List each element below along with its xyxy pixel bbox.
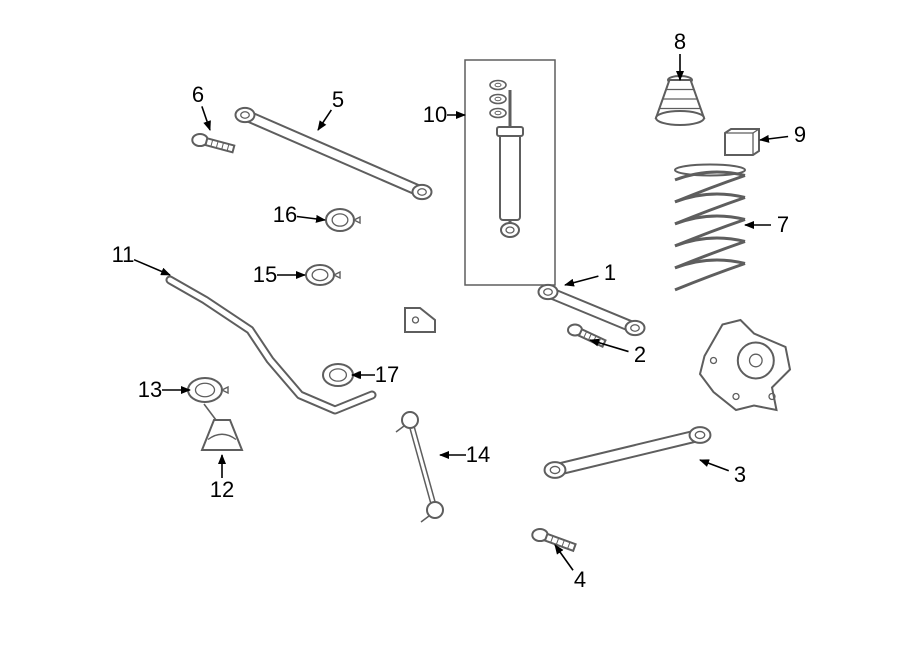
part-12-bracket <box>202 404 242 450</box>
callout-label-4: 4 <box>574 567 586 593</box>
callout-label-1: 1 <box>604 260 616 286</box>
part-carrier <box>700 320 790 410</box>
part-1-upper-arm <box>539 285 645 335</box>
callout-leader-1 <box>565 276 598 285</box>
callout-label-7: 7 <box>777 212 789 238</box>
part-5-lateral-rod <box>236 108 432 199</box>
part-6-bolt <box>192 134 234 152</box>
part-3-lower-arm <box>545 427 711 478</box>
callout-label-16: 16 <box>273 202 297 228</box>
callout-label-9: 9 <box>794 122 806 148</box>
parts-layer <box>170 60 790 551</box>
part-8-bumper <box>656 76 704 125</box>
callout-label-2: 2 <box>634 342 646 368</box>
callout-leader-16 <box>297 216 325 220</box>
part-16-bushing <box>326 209 360 231</box>
callout-label-10: 10 <box>423 102 447 128</box>
part-14-link <box>396 412 443 522</box>
callout-label-3: 3 <box>734 462 746 488</box>
callout-leader-5 <box>318 110 331 130</box>
callout-label-13: 13 <box>138 377 162 403</box>
callout-label-14: 14 <box>466 442 490 468</box>
part-4-bolt <box>532 529 575 551</box>
part-15-bushing <box>306 265 340 285</box>
callout-label-5: 5 <box>332 87 344 113</box>
callout-leader-9 <box>760 136 788 140</box>
callout-label-12: 12 <box>210 477 234 503</box>
part-13-bushing <box>188 378 228 402</box>
part-9-insulator <box>725 129 759 155</box>
diagram-svg <box>0 0 900 661</box>
part-bracket-center <box>405 308 435 332</box>
callout-leader-3 <box>700 460 729 471</box>
callout-label-17: 17 <box>375 362 399 388</box>
callout-label-8: 8 <box>674 29 686 55</box>
callout-leader-6 <box>202 106 210 130</box>
part-10-nuts <box>490 81 506 118</box>
callout-leader-2 <box>590 340 629 352</box>
callout-label-15: 15 <box>253 262 277 288</box>
callout-label-11: 11 <box>112 242 135 268</box>
callout-label-6: 6 <box>192 82 204 108</box>
diagram-stage: 1234567891011121314151617 <box>0 0 900 661</box>
part-7-coil-spring <box>675 165 745 290</box>
callout-leader-11 <box>134 260 170 275</box>
